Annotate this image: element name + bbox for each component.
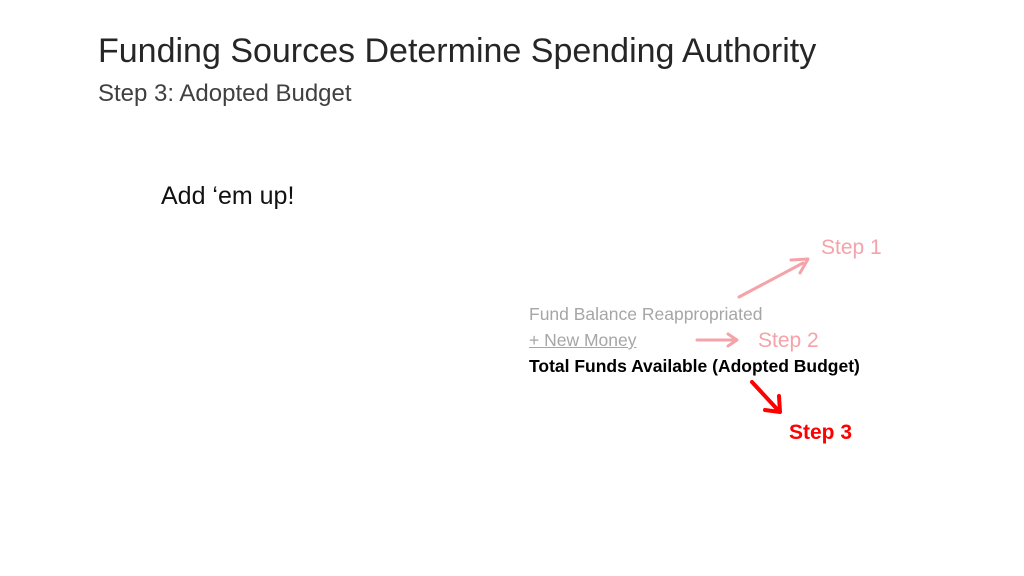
new-money-line: + New Money (529, 330, 637, 350)
step-3-label: Step 3 (789, 421, 853, 444)
slide-subtitle: Step 3: Adopted Budget (98, 80, 352, 107)
step-1-label: Step 1 (821, 236, 882, 259)
slide-title: Funding Sources Determine Spending Autho… (98, 32, 817, 70)
fund-balance-line: Fund Balance Reappropriated (529, 304, 763, 324)
step-2-label: Step 2 (758, 329, 819, 352)
step-2-arrow-icon (695, 332, 739, 348)
step-3-arrow-icon (750, 380, 782, 414)
lead-text: Add ‘em up! (161, 182, 295, 210)
total-funds-line: Total Funds Available (Adopted Budget) (529, 356, 860, 376)
step-1-arrow-icon (737, 257, 810, 299)
